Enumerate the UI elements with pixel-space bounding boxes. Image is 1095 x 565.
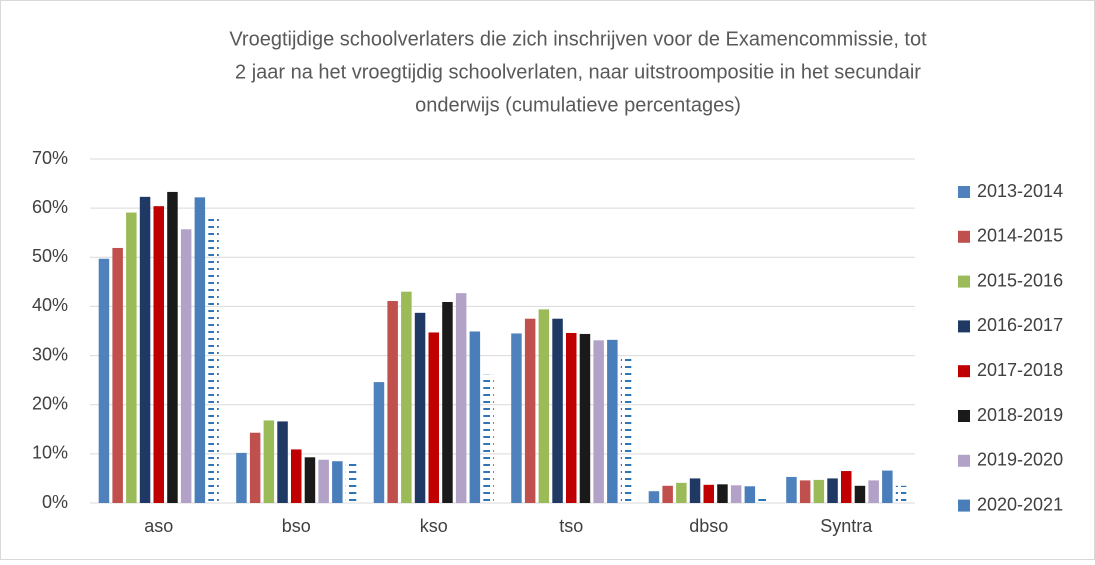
legend-swatch	[958, 499, 970, 512]
bar	[483, 374, 494, 503]
legend-label: 2019-2020	[977, 450, 1063, 470]
bar	[277, 421, 288, 503]
legend-label: 2018-2019	[977, 405, 1063, 425]
legend-label: 2017-2018	[977, 360, 1063, 380]
bar	[167, 191, 178, 503]
bar	[579, 333, 591, 503]
bar	[112, 247, 123, 503]
legend-swatch	[958, 365, 970, 378]
legend-swatch	[958, 320, 970, 333]
bar	[318, 459, 329, 503]
bar	[786, 476, 797, 503]
legend-label: 2014-2015	[977, 226, 1063, 246]
chart-title: onderwijs (cumulatieve percentages)	[415, 94, 741, 116]
legend-swatch	[958, 454, 970, 467]
bar	[524, 318, 536, 503]
bar	[401, 291, 412, 503]
bar	[868, 480, 879, 503]
y-tick-label: 30%	[32, 344, 68, 364]
bar	[98, 258, 110, 503]
y-tick-label: 0%	[42, 492, 68, 512]
bar	[730, 485, 742, 503]
bar	[854, 485, 866, 503]
bar	[813, 479, 825, 503]
bar	[703, 484, 714, 503]
y-tick-label: 50%	[32, 246, 68, 266]
bar	[414, 312, 426, 503]
x-tick-label: aso	[144, 516, 173, 536]
bar	[566, 332, 577, 503]
y-tick-label: 40%	[32, 295, 68, 315]
bar	[607, 339, 618, 503]
bar	[882, 470, 893, 503]
bar	[895, 485, 907, 503]
bar	[249, 432, 261, 503]
bar	[263, 420, 275, 503]
y-tick-label: 10%	[32, 443, 68, 463]
bar	[208, 215, 219, 503]
bar	[827, 478, 838, 503]
bar	[744, 486, 756, 503]
bar	[593, 340, 604, 503]
bar	[511, 333, 522, 503]
x-tick-label: kso	[420, 516, 448, 536]
y-tick-label: 70%	[32, 148, 68, 168]
bar	[126, 212, 137, 503]
legend-label: 2020-2021	[977, 494, 1063, 514]
bar	[676, 482, 687, 503]
bar	[717, 484, 728, 503]
bar	[194, 197, 206, 503]
bar	[442, 302, 453, 503]
bar	[799, 480, 811, 503]
bar	[236, 452, 247, 503]
chart-title: Vroegtijdige schoolverlaters die zich in…	[229, 28, 927, 50]
bar	[662, 485, 673, 503]
legend-swatch	[958, 275, 970, 288]
chart-title: 2 jaar na het vroegtijdig schoolverlaten…	[235, 61, 921, 83]
bar	[455, 293, 467, 503]
bar	[758, 494, 769, 503]
legend-label: 2013-2014	[977, 181, 1063, 201]
bar	[139, 196, 151, 503]
bar	[180, 229, 192, 503]
legend-label: 2016-2017	[977, 315, 1063, 335]
bar	[552, 318, 563, 503]
bar	[538, 309, 550, 503]
bar	[345, 460, 357, 503]
y-tick-label: 20%	[32, 393, 68, 413]
bar	[689, 478, 701, 503]
bar	[620, 357, 632, 503]
x-tick-label: dbso	[689, 516, 728, 536]
x-tick-label: Syntra	[820, 516, 873, 536]
bar	[841, 471, 852, 503]
bar	[648, 491, 660, 503]
legend-swatch	[958, 410, 970, 422]
bar	[387, 301, 398, 503]
bar	[428, 332, 439, 503]
x-tick-label: tso	[559, 516, 583, 536]
legend-swatch	[958, 230, 970, 243]
bar	[373, 382, 385, 503]
bar	[153, 206, 164, 504]
bar	[469, 331, 481, 503]
x-tick-label: bso	[282, 516, 311, 536]
bar	[291, 449, 302, 503]
bar	[304, 457, 316, 503]
legend-swatch	[958, 186, 970, 198]
y-tick-label: 60%	[32, 197, 68, 217]
legend-label: 2015-2016	[977, 270, 1063, 290]
bar	[332, 461, 343, 503]
